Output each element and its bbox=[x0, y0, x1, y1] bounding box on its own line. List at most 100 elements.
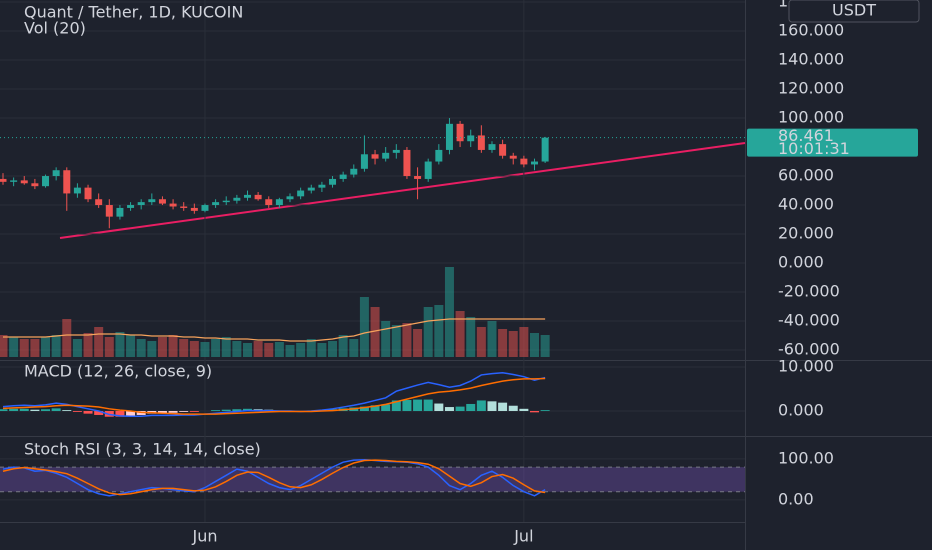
histogram-bar bbox=[179, 411, 189, 412]
candle-body bbox=[339, 174, 347, 179]
candle-body bbox=[84, 187, 92, 200]
histogram-bar bbox=[9, 408, 19, 412]
volume-bar bbox=[530, 333, 539, 357]
histogram-bar bbox=[476, 400, 486, 412]
volume-bar bbox=[104, 337, 114, 357]
volume-bar bbox=[94, 327, 104, 357]
histogram-bar bbox=[72, 411, 82, 412]
candle-body bbox=[467, 135, 475, 142]
volume-bar bbox=[444, 267, 454, 357]
candle-body bbox=[275, 199, 283, 206]
volume-bar bbox=[9, 337, 19, 357]
volume-bar bbox=[317, 343, 327, 357]
histogram-bar bbox=[221, 409, 231, 412]
volume-bar bbox=[136, 339, 146, 357]
candle-body bbox=[222, 200, 230, 203]
histogram-bar bbox=[126, 411, 136, 417]
histogram-bar bbox=[423, 399, 433, 412]
candle-body bbox=[52, 170, 60, 177]
volume-bar bbox=[402, 323, 412, 357]
y-tick-label: -20.000 bbox=[778, 282, 840, 301]
candle-body bbox=[414, 176, 422, 179]
volume-bar bbox=[370, 307, 380, 357]
histogram-bar bbox=[51, 408, 61, 412]
stoch-legend: Stoch RSI (3, 3, 14, 14, close) bbox=[24, 440, 261, 459]
histogram-bar bbox=[0, 409, 8, 412]
histogram-bar bbox=[94, 411, 104, 415]
volume-legend: Vol (20) bbox=[24, 19, 86, 38]
y-tick-label: 0.000 bbox=[778, 401, 824, 420]
volume-bar bbox=[179, 339, 189, 357]
volume-bar bbox=[232, 341, 242, 357]
volume-bar bbox=[498, 329, 508, 357]
histogram-bar bbox=[402, 400, 412, 412]
stoch-band bbox=[0, 467, 745, 492]
candle-body bbox=[169, 203, 177, 207]
candle-body bbox=[31, 183, 39, 187]
volume-bar bbox=[211, 339, 221, 357]
volume-bar bbox=[221, 337, 231, 357]
chart-title: Quant / Tether, 1D, KUCOIN bbox=[24, 3, 243, 22]
currency: USDT bbox=[832, 1, 876, 20]
candle-body bbox=[382, 152, 390, 159]
candle-body bbox=[318, 184, 326, 188]
volume-bar bbox=[540, 335, 550, 357]
x-tick-label: Jul bbox=[513, 527, 533, 546]
y-tick-label: 40.000 bbox=[778, 195, 834, 214]
y-tick-label: 100.00 bbox=[778, 448, 834, 467]
volume-bar bbox=[19, 339, 29, 357]
y-tick-label: 10.000 bbox=[778, 357, 834, 376]
volume-bar bbox=[30, 339, 40, 357]
volume-ma bbox=[3, 318, 546, 342]
volume-bar bbox=[423, 307, 433, 357]
histogram-bar bbox=[30, 409, 40, 412]
candle-body bbox=[307, 187, 315, 191]
candle-body bbox=[392, 149, 400, 153]
histogram-bar bbox=[232, 409, 242, 412]
candle-body bbox=[499, 144, 507, 156]
candle-body bbox=[445, 123, 453, 150]
volume-bar bbox=[41, 337, 51, 357]
x-tick-label: Jun bbox=[191, 527, 217, 546]
histogram-bar bbox=[391, 400, 401, 412]
y-tick-label: 20.000 bbox=[778, 224, 834, 243]
volume-bar bbox=[189, 341, 199, 357]
histogram-bar bbox=[19, 408, 29, 412]
histogram-bar bbox=[519, 408, 529, 412]
histogram-bar bbox=[370, 405, 380, 412]
y-tick-label: 60.000 bbox=[778, 166, 834, 185]
volume-bar bbox=[434, 305, 444, 357]
y-tick-label: 160.000 bbox=[778, 21, 844, 40]
histogram-bar bbox=[498, 402, 508, 412]
y-tick-label: -40.000 bbox=[778, 311, 840, 330]
volume-bar bbox=[338, 335, 348, 357]
candle-body bbox=[158, 199, 166, 204]
macd-line bbox=[2, 371, 546, 418]
volume-bar bbox=[359, 297, 369, 357]
volume-bar bbox=[455, 311, 465, 357]
y-tick-label: 120.000 bbox=[778, 79, 844, 98]
histogram-bar bbox=[83, 411, 93, 414]
candle-body bbox=[254, 194, 262, 200]
volume-bar bbox=[200, 342, 210, 357]
candle-body bbox=[424, 161, 432, 179]
volume-bar bbox=[508, 331, 518, 357]
volume-bar bbox=[242, 343, 252, 357]
histogram-bar bbox=[487, 401, 497, 412]
volume-bar bbox=[296, 343, 306, 357]
candle-body bbox=[435, 149, 443, 162]
candle-body bbox=[371, 154, 379, 159]
volume-bar bbox=[306, 339, 316, 357]
trend-line bbox=[59, 142, 746, 239]
candle-body bbox=[148, 199, 156, 203]
volume-bar bbox=[391, 325, 401, 357]
volume-bar bbox=[115, 332, 125, 357]
volume-bar bbox=[274, 342, 284, 357]
volume-bar bbox=[72, 339, 82, 357]
candle-body bbox=[233, 197, 241, 201]
candle-body bbox=[63, 170, 71, 194]
volume-bar bbox=[157, 337, 167, 357]
histogram-bar bbox=[455, 406, 465, 412]
